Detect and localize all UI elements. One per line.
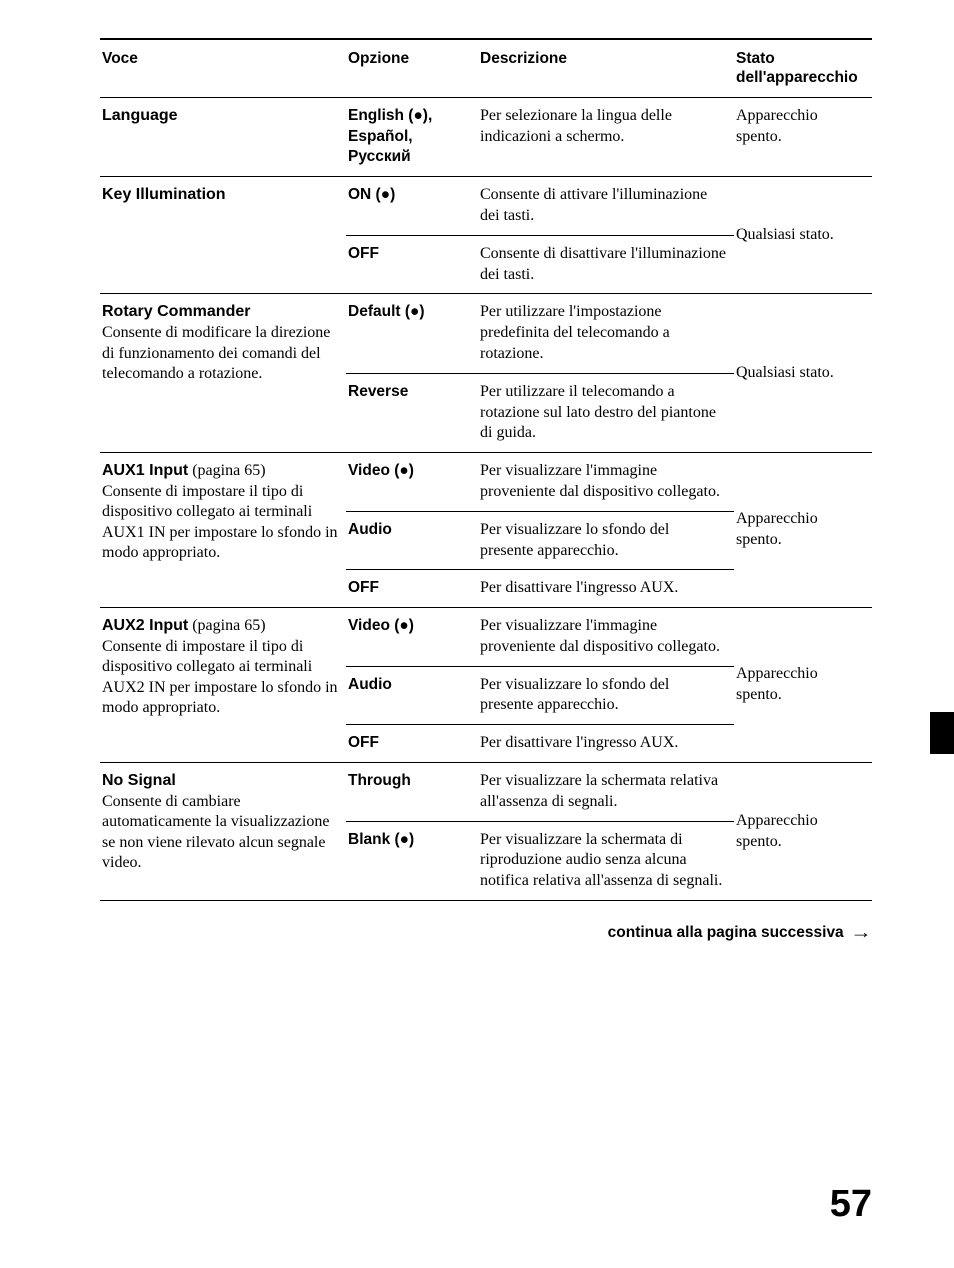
aux1-audio-option: Audio (348, 521, 392, 538)
aux1-video-option: Video (●) (348, 462, 414, 479)
aux2-off-option: OFF (348, 734, 379, 751)
aux2-video-option: Video (●) (348, 617, 414, 634)
aux2-audio-desc: Per visualizzare lo sfondo del presente … (480, 676, 669, 714)
key-illum-state: Qualsiasi stato. (736, 226, 834, 243)
aux2-video-desc: Per visualizzare l'immagine proveniente … (480, 617, 720, 655)
aux1-title: AUX1 Input (102, 462, 188, 479)
continue-note: continua alla pagina successiva → (100, 921, 872, 942)
nosignal-subtitle: Consente di cambiare automaticamente la … (102, 792, 338, 874)
rotary-state: Qualsiasi stato. (736, 364, 834, 381)
aux1-audio-desc: Per visualizzare lo sfondo del presente … (480, 521, 669, 559)
aux2-title: AUX2 Input (102, 617, 188, 634)
aux1-subtitle: Consente di impostare il tipo di disposi… (102, 482, 338, 564)
header-stato: Stato dell'apparecchio (734, 39, 872, 97)
nosignal-through-option: Through (348, 772, 411, 789)
row-nosignal-through: No Signal Consente di cambiare automatic… (100, 763, 872, 822)
page-number: 57 (830, 1183, 872, 1226)
page-content: Voce Opzione Descrizione Stato dell'appa… (0, 0, 954, 942)
language-option: English (●), Español, Русский (348, 107, 432, 166)
key-illum-off-option: OFF (348, 245, 379, 262)
rotary-reverse-option: Reverse (348, 383, 408, 400)
aux2-state: Apparecchio spento. (736, 665, 818, 703)
nosignal-state: Apparecchio spento. (736, 812, 818, 850)
key-illum-on-desc: Consente di attivare l'illuminazione dei… (480, 186, 707, 224)
row-key-illum-on: Key Illumination ON (●) Consente di atti… (100, 177, 872, 236)
table-header-row: Voce Opzione Descrizione Stato dell'appa… (100, 39, 872, 97)
aux1-off-option: OFF (348, 579, 379, 596)
rotary-default-desc: Per utilizzare l'impostazione predefinit… (480, 303, 670, 362)
rotary-default-option: Default (●) (348, 303, 425, 320)
settings-table: Voce Opzione Descrizione Stato dell'appa… (100, 38, 872, 901)
row-aux2-video: AUX2 Input (pagina 65) Consente di impos… (100, 608, 872, 667)
nosignal-blank-option: Blank (●) (348, 831, 414, 848)
nosignal-title: No Signal (102, 772, 176, 789)
key-illum-off-desc: Consente di disattivare l'illuminazione … (480, 245, 726, 283)
nosignal-through-desc: Per visualizzare la schermata relativa a… (480, 772, 718, 810)
aux2-subtitle: Consente di impostare il tipo di disposi… (102, 637, 338, 719)
header-descrizione: Descrizione (478, 39, 734, 97)
language-desc: Per selezionare la lingua delle indicazi… (480, 107, 672, 145)
aux2-off-desc: Per disattivare l'ingresso AUX. (480, 734, 678, 751)
rotary-title: Rotary Commander (102, 303, 250, 320)
row-rotary-default: Rotary Commander Consente di modificare … (100, 294, 872, 373)
rotary-reverse-desc: Per utilizzare il telecomando a rotazion… (480, 383, 716, 442)
header-opzione: Opzione (346, 39, 478, 97)
aux1-ref: (pagina 65) (188, 462, 265, 479)
row-language: Language English (●), Español, Русский P… (100, 97, 872, 176)
key-illum-on-option: ON (●) (348, 186, 395, 203)
rotary-subtitle: Consente di modificare la direzione di f… (102, 323, 338, 384)
aux1-off-desc: Per disattivare l'ingresso AUX. (480, 579, 678, 596)
language-title: Language (102, 107, 178, 124)
arrow-right-icon: → (850, 922, 872, 943)
aux2-ref: (pagina 65) (188, 617, 265, 634)
nosignal-blank-desc: Per visualizzare la schermata di riprodu… (480, 831, 722, 890)
row-aux1-video: AUX1 Input (pagina 65) Consente di impos… (100, 453, 872, 512)
language-state: Apparecchio spento. (736, 107, 818, 145)
page-edge-tab (930, 712, 954, 754)
aux2-audio-option: Audio (348, 676, 392, 693)
continue-text: continua alla pagina successiva (608, 924, 844, 941)
key-illum-title: Key Illumination (102, 186, 226, 203)
aux1-state: Apparecchio spento. (736, 510, 818, 548)
header-voce: Voce (100, 39, 346, 97)
aux1-video-desc: Per visualizzare l'immagine proveniente … (480, 462, 720, 500)
